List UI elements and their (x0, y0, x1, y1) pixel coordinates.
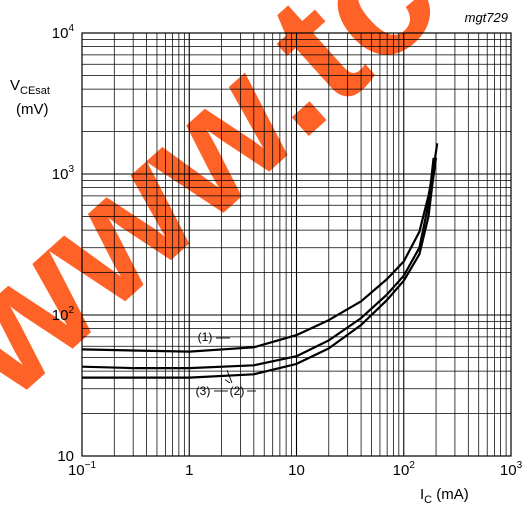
x-axis-label-sub: C (424, 494, 432, 506)
y-axis-label-main: V (10, 77, 20, 94)
series-group (81, 143, 439, 379)
plot-frame (81, 32, 512, 457)
x-tick-label: 103 (500, 460, 523, 479)
series-annotations: (1) (2) (3) (196, 330, 256, 398)
series-line-2 (81, 157, 435, 370)
y-axis-label-sub: CEsat (20, 85, 50, 97)
series-line-3 (82, 157, 438, 379)
y-tick-label: 103 (52, 164, 75, 183)
y-axis-label: VCEsat (10, 77, 50, 97)
x-axis-label-unit: (mA) (432, 486, 469, 503)
y-tick-label: 10 (57, 448, 74, 465)
x-axis-label: IC (mA) (420, 486, 469, 506)
y-tick-label: 102 (52, 305, 75, 324)
x-tick-label: 102 (393, 460, 416, 479)
y-axis-unit: (mV) (16, 101, 49, 118)
series-label-3: (3) (196, 384, 211, 398)
series-label-2: (2) (230, 384, 245, 398)
y-tick-label: 104 (52, 23, 75, 42)
series-label-1: (1) (198, 330, 213, 344)
x-axis-label-main: I (420, 486, 424, 503)
annotation-leader (224, 379, 231, 384)
x-tick-label: 1 (185, 462, 193, 479)
plot-grid (82, 33, 511, 456)
x-tick-label: 10−1 (68, 460, 97, 479)
x-tick-label: 10 (288, 462, 305, 479)
y-tick-labels: 10 102 103 104 (52, 23, 75, 465)
annotation-leader (226, 369, 233, 384)
figure-code: mgt729 (465, 10, 508, 25)
x-tick-labels: 10−1 1 10 102 103 (68, 460, 523, 479)
